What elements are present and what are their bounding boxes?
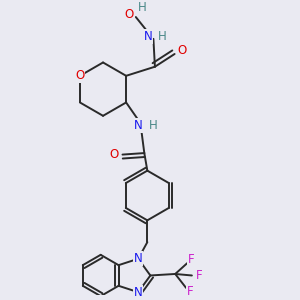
Text: F: F (196, 269, 203, 282)
Text: O: O (178, 44, 187, 58)
Text: N: N (134, 252, 142, 265)
Text: O: O (110, 148, 118, 161)
Text: O: O (75, 69, 85, 82)
Text: N: N (144, 30, 152, 43)
Text: F: F (186, 285, 193, 298)
Text: H: H (158, 30, 167, 43)
Text: H: H (149, 119, 158, 132)
Text: H: H (138, 2, 147, 14)
Text: F: F (188, 253, 194, 266)
Text: N: N (134, 286, 142, 299)
Text: O: O (124, 8, 134, 20)
Text: N: N (134, 119, 142, 132)
